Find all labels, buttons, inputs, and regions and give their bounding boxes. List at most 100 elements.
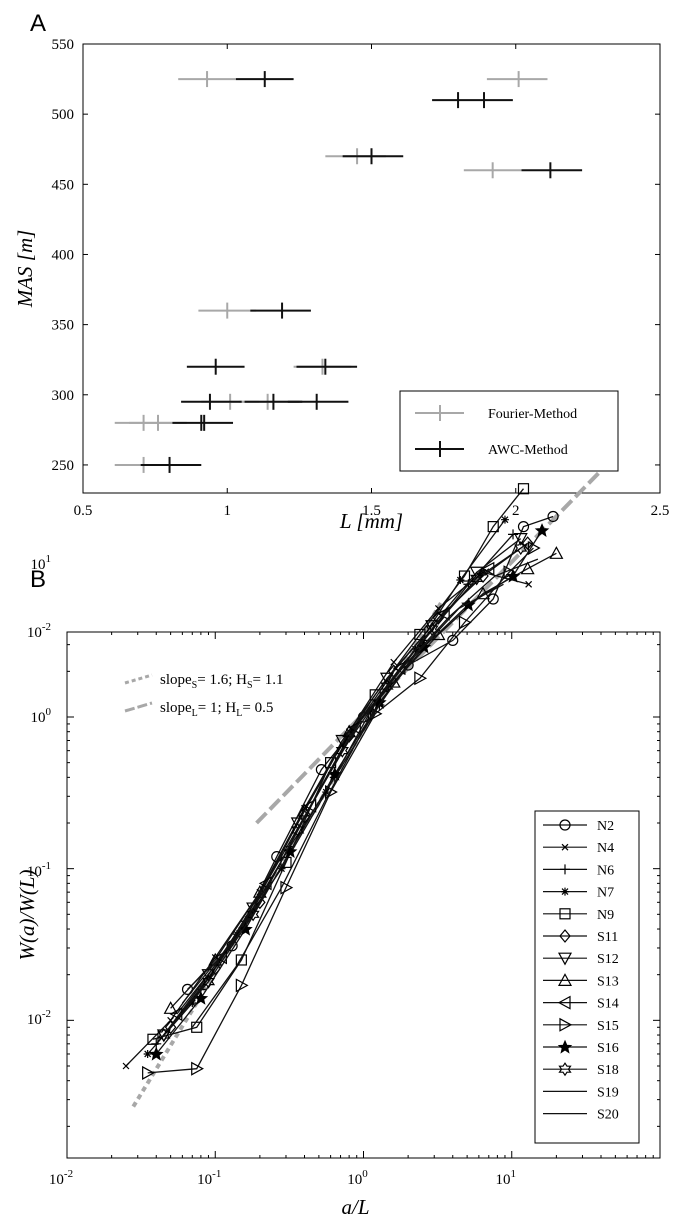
legend-label-b: S19 — [597, 1085, 619, 1100]
annotation-line — [124, 701, 153, 713]
series-line — [147, 547, 534, 1074]
data-point — [342, 724, 357, 738]
y-tick-label-a: 250 — [52, 458, 75, 474]
data-point — [557, 1039, 573, 1054]
data-point — [527, 541, 541, 556]
data-point — [143, 1049, 152, 1058]
data-point — [164, 1020, 177, 1035]
data-point — [142, 1065, 155, 1080]
data-point — [487, 521, 499, 533]
data-point — [547, 510, 559, 523]
annotation-text: slopeL= 1; HL= 0.5 — [160, 700, 273, 719]
y-tick-label-b: 10-2 — [27, 621, 51, 641]
data-point — [559, 929, 571, 943]
series-line — [163, 547, 522, 1036]
panel-a: A 0.5 1 1.5 2 2.5 250 300 350 400 450 500 550 L [mm] M… — [13, 10, 669, 533]
data-point — [157, 1027, 171, 1043]
data-point — [122, 1062, 130, 1070]
legend-label-b: S14 — [597, 997, 619, 1012]
data-point — [534, 523, 550, 537]
y-axis-label-b: W(a)/W(L) — [15, 870, 39, 961]
data-point — [191, 1061, 204, 1076]
data-point — [559, 819, 571, 831]
y-tick-label-a: 450 — [52, 177, 75, 193]
data-point — [380, 678, 394, 694]
data-point — [335, 734, 350, 748]
y-tick-label-a: 300 — [52, 388, 75, 404]
data-point — [298, 809, 311, 824]
data-point — [291, 822, 305, 838]
x-axis-label-b: a/L — [341, 1195, 369, 1219]
y-tick-label-a: 500 — [52, 107, 75, 123]
series-line — [170, 542, 528, 1028]
data-point — [521, 536, 534, 551]
data-point — [456, 576, 465, 585]
annotation-text: slopeS= 1.6; HS= 1.1 — [160, 672, 283, 691]
data-point — [458, 615, 472, 630]
legend-label-b: N9 — [597, 908, 614, 923]
data-point — [557, 973, 573, 987]
data-point — [559, 908, 571, 920]
annotation-line — [124, 673, 153, 685]
legend-label-b: N4 — [597, 841, 614, 856]
data-point — [147, 1033, 159, 1045]
data-point — [282, 844, 298, 858]
data-point — [163, 1001, 178, 1014]
data-point — [557, 995, 571, 1010]
y-tick-label-a: 400 — [52, 247, 75, 263]
data-point — [517, 521, 530, 533]
series-line — [191, 583, 504, 1028]
series-line — [170, 552, 557, 1009]
data-point — [390, 658, 398, 666]
data-point — [557, 952, 573, 966]
data-point — [560, 864, 570, 875]
data-point — [514, 540, 528, 556]
data-point — [335, 743, 349, 758]
data-point — [458, 570, 471, 582]
data-point — [232, 930, 241, 939]
legend-label-b: N7 — [597, 886, 614, 901]
data-point — [558, 1062, 572, 1077]
legend-label-b: S12 — [597, 952, 619, 967]
data-point — [470, 571, 484, 586]
data-point — [379, 672, 394, 686]
legend-label-a: AWC-Method — [488, 443, 568, 458]
x-tick-label-a: 2.5 — [651, 503, 670, 519]
x-tick-label-b: 10-1 — [197, 1168, 221, 1188]
data-point — [559, 1017, 573, 1032]
y-tick-label-a: 550 — [52, 37, 75, 53]
data-point — [235, 954, 247, 966]
x-tick-label-b: 100 — [347, 1168, 368, 1188]
data-point — [214, 950, 227, 965]
y-tick-label-b: 100 — [31, 706, 52, 726]
data-point — [246, 907, 260, 922]
legend-label-b: S15 — [597, 1019, 619, 1034]
x-axis-label-a: L [mm] — [339, 509, 403, 533]
legend-label-b: N2 — [597, 819, 614, 834]
data-point — [525, 580, 533, 588]
x-tick-label-b: 101 — [496, 1168, 517, 1188]
data-point — [500, 515, 509, 524]
x-tick-label-a: 1.5 — [362, 503, 381, 519]
legend-label-b: S20 — [597, 1108, 619, 1123]
panel-label-b: B — [30, 566, 46, 593]
data-point — [188, 999, 197, 1008]
data-point — [148, 1046, 164, 1061]
legend-label-b: S11 — [597, 930, 618, 945]
x-tick-label-b: 10-2 — [49, 1168, 73, 1188]
legend-label-b: S16 — [597, 1041, 619, 1056]
legend-label-a: Fourier-Method — [488, 407, 577, 422]
data-point — [520, 561, 535, 575]
y-axis-label-a: MAS [m] — [13, 230, 37, 309]
data-point — [477, 569, 489, 583]
y-tick-label-b: 10-2 — [27, 1008, 51, 1028]
panel-b: B 10-2 10-1 100 101 10-2 10-1 100 101 10-2 a/L W(a)… — [15, 469, 661, 1219]
data-point — [277, 864, 286, 873]
legend-box-a — [399, 390, 619, 472]
data-point — [235, 978, 249, 993]
data-point — [549, 546, 564, 559]
panel-label-a: A — [30, 10, 46, 37]
legend-box-b — [534, 810, 640, 1144]
data-point — [508, 529, 519, 540]
